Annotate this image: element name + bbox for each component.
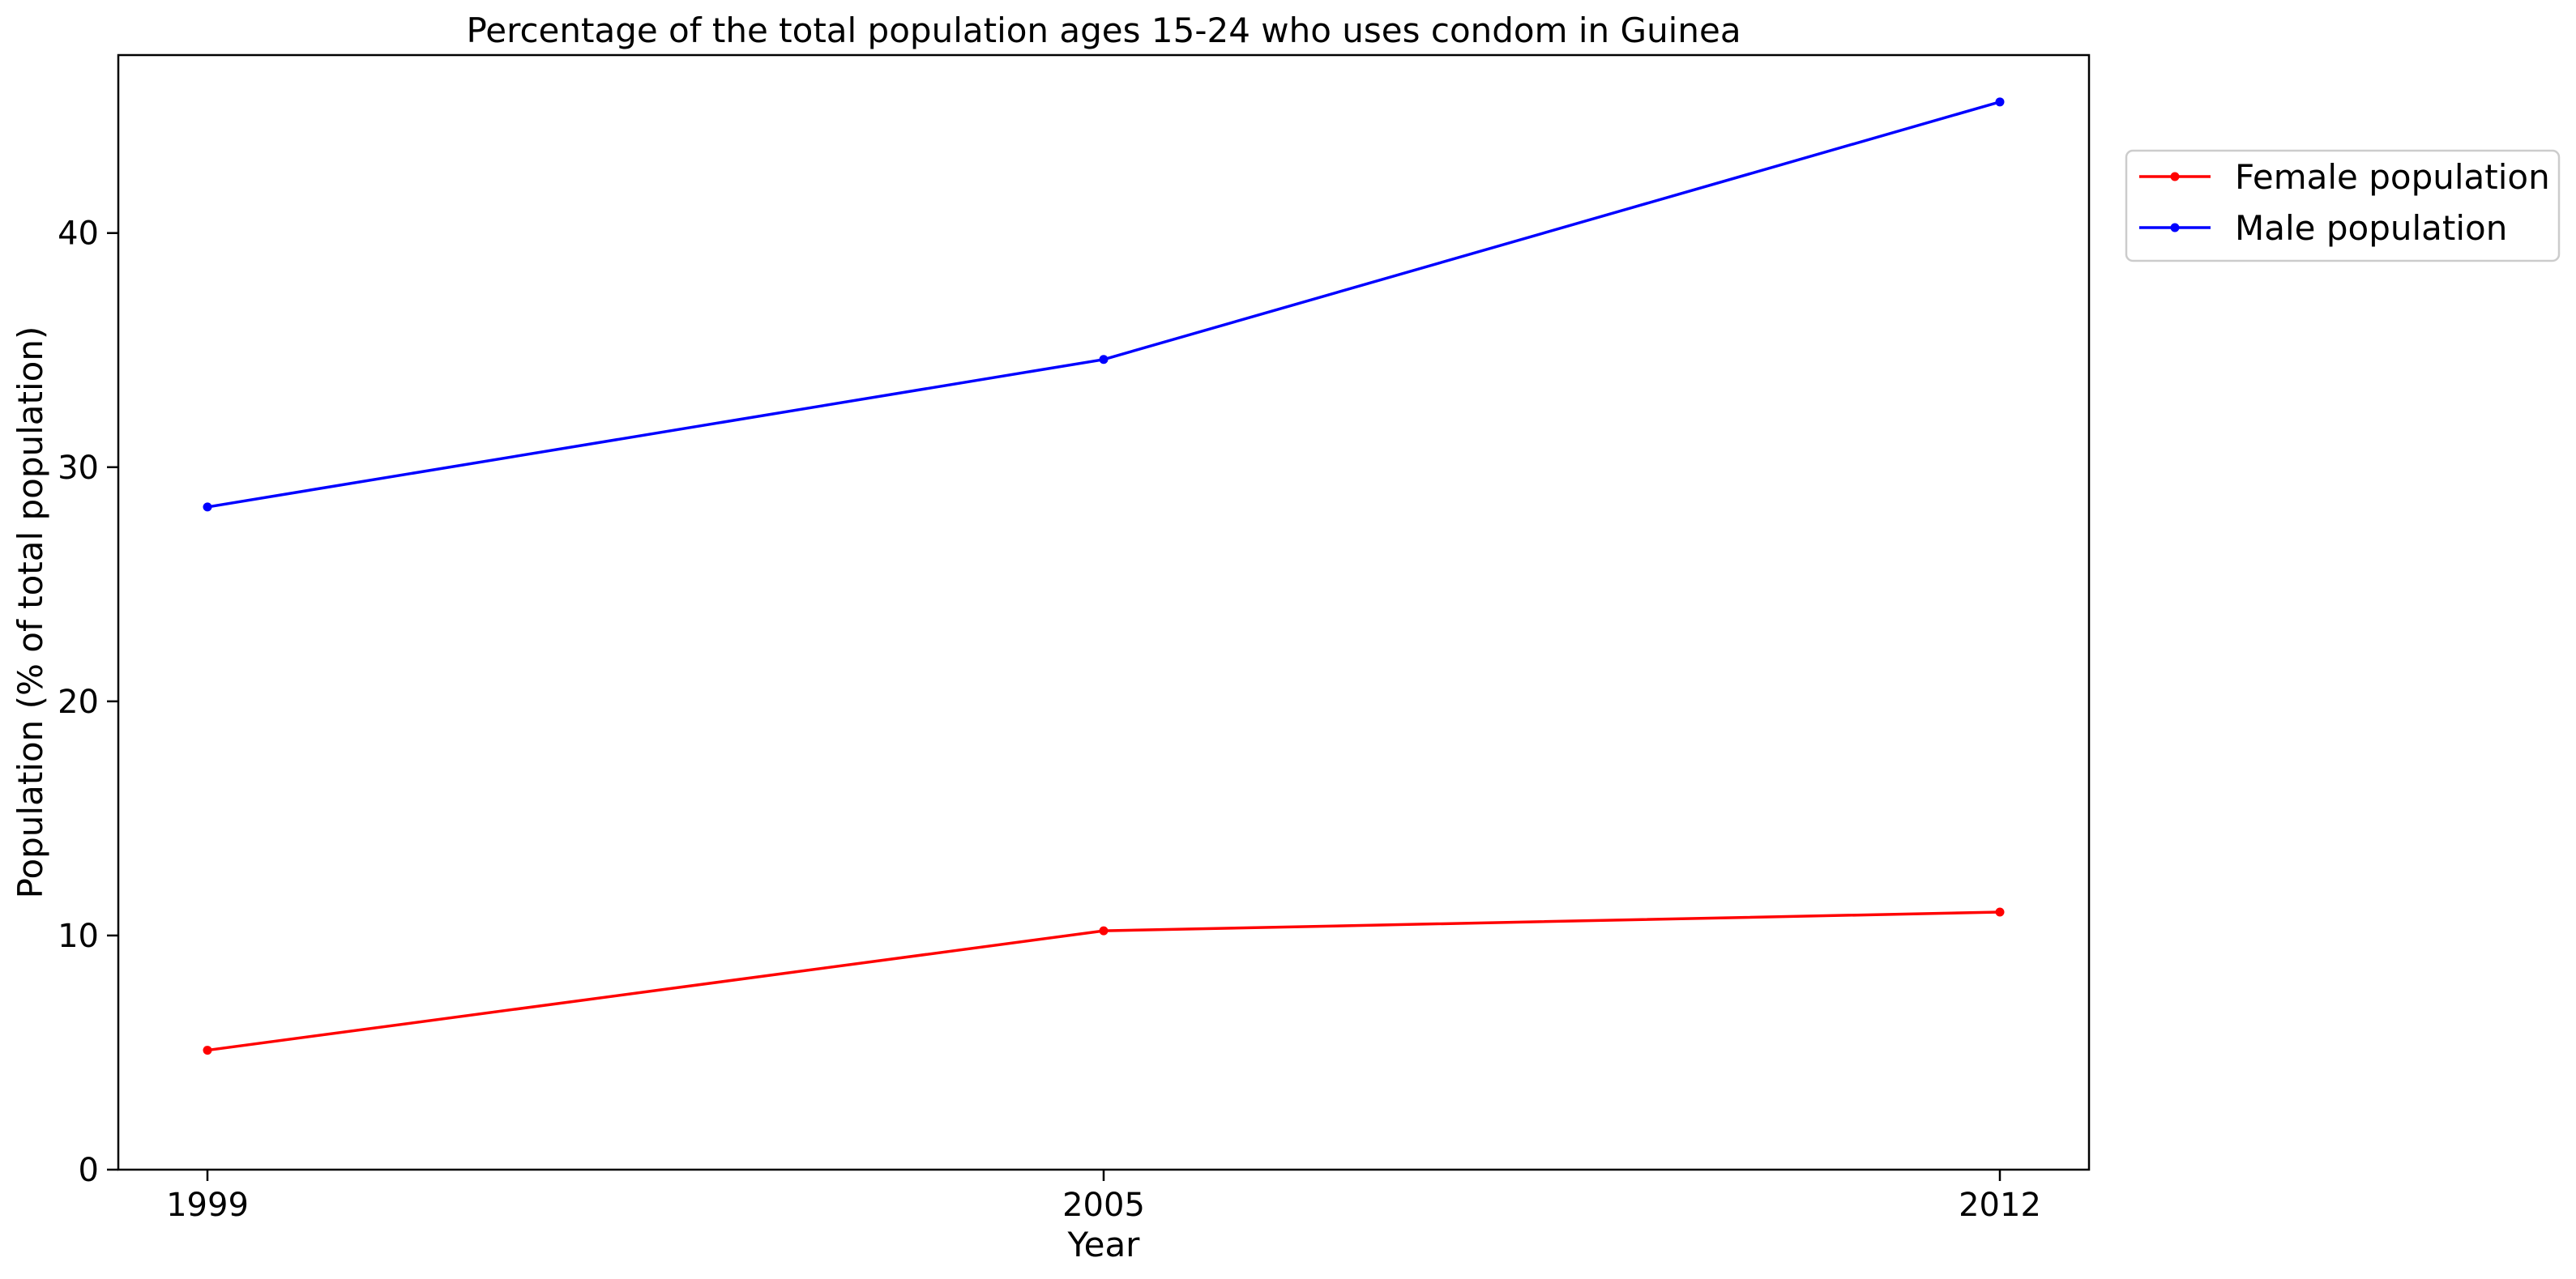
data-point (203, 1046, 212, 1055)
data-point (1099, 355, 1109, 365)
series-line-1 (207, 100, 2001, 509)
y-axis-label: Population (% of total population) (11, 326, 50, 899)
x-axis-ticks: 1999 2005 2012 (166, 1170, 2041, 1224)
y-tick-label: 0 (79, 1152, 99, 1189)
x-axis-label: Year (1067, 1225, 1141, 1264)
y-tick-label: 10 (58, 918, 99, 955)
y-tick-label: 30 (58, 450, 99, 487)
y-tick-label: 20 (58, 684, 99, 721)
legend-swatch-marker (2170, 223, 2180, 232)
legend-box (2125, 149, 2561, 262)
x-tick-label: 1999 (166, 1187, 249, 1224)
legend: Female population Male population (2125, 149, 2561, 262)
data-point (1995, 907, 2005, 917)
legend-label: Male population (2235, 208, 2507, 248)
data-point (1099, 926, 1109, 936)
plot-area (117, 53, 2091, 1171)
legend-swatch-marker (2170, 172, 2180, 181)
series-layer (203, 97, 2005, 1055)
x-tick-label: 2005 (1062, 1187, 1145, 1224)
y-tick-label: 40 (58, 215, 99, 253)
x-tick-label: 2012 (1959, 1187, 2041, 1224)
y-axis-ticks: 0 10 20 30 40 (58, 215, 118, 1189)
data-point (203, 502, 212, 512)
chart-title: Percentage of the total population ages … (466, 11, 1741, 50)
data-point (1995, 97, 2005, 107)
legend-label: Female population (2235, 157, 2550, 197)
